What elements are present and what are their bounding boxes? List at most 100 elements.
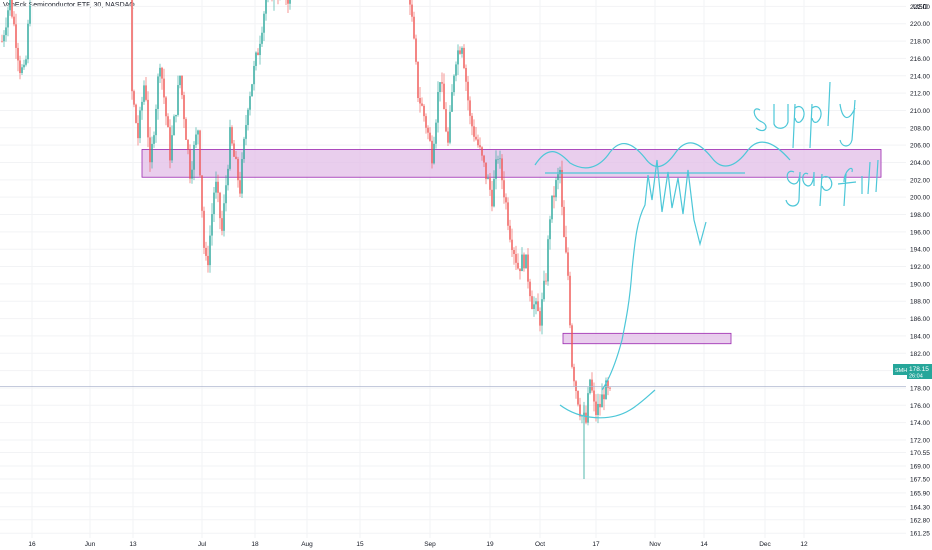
candle-body <box>169 127 171 161</box>
candle-body <box>475 136 477 140</box>
candle-body <box>409 0 411 5</box>
candle-body <box>555 180 557 198</box>
candle-body <box>227 168 229 186</box>
candle-body <box>181 75 183 96</box>
candle-body <box>585 412 587 423</box>
candle-body <box>515 254 517 263</box>
candle-body <box>213 192 215 215</box>
candle-body <box>497 158 499 160</box>
price-tick-label: 186.00 <box>910 316 930 323</box>
candle-body <box>525 254 527 269</box>
candle-body <box>157 76 159 109</box>
candle-body <box>437 92 439 123</box>
price-tick-label: 169.00 <box>910 463 930 470</box>
candle-body <box>199 130 201 176</box>
time-tick-label: Aug <box>301 541 313 548</box>
price-axis[interactable]: 161.25 162.80 164.30 165.90 167.50 169.00 170.… <box>906 0 932 550</box>
candle-body <box>235 156 237 159</box>
candle-body <box>185 119 187 140</box>
candle-body <box>143 85 145 102</box>
candle-body <box>259 43 261 56</box>
candle-body <box>25 59 27 65</box>
price-tick-label: 176.00 <box>910 403 930 410</box>
candle-body <box>477 139 479 146</box>
time-tick-label: Jun <box>85 541 96 548</box>
candle-body <box>183 95 185 120</box>
candle-body <box>457 50 459 65</box>
candle-body <box>245 125 247 139</box>
price-tick-label: 167.50 <box>910 477 930 484</box>
candle-body <box>195 134 197 145</box>
price-tick-label: 214.00 <box>910 73 930 80</box>
candle-body <box>495 159 497 179</box>
candle-body <box>481 147 483 156</box>
candle-body <box>591 379 593 391</box>
candle-body <box>149 137 151 163</box>
candle-body <box>527 254 529 282</box>
candle-body <box>541 299 543 326</box>
time-tick-label: 14 <box>700 541 708 548</box>
candle-body <box>189 149 191 179</box>
candle-body <box>553 195 555 198</box>
candle-body <box>449 111 451 143</box>
price-tick-label: 204.00 <box>910 160 930 167</box>
candle-body <box>551 195 553 220</box>
candle-body <box>27 23 29 60</box>
candle-body <box>609 387 611 389</box>
candle-body <box>451 92 453 112</box>
candle-body <box>205 247 207 256</box>
candle-body <box>165 97 167 117</box>
candle-body <box>587 393 589 423</box>
candle-body <box>577 391 579 405</box>
price-tick-label: 194.00 <box>910 247 930 254</box>
candle-body <box>163 78 165 98</box>
price-tick-label: 161.25 <box>910 531 930 538</box>
price-tick-label: 218.00 <box>910 39 930 46</box>
candle-body <box>237 158 239 181</box>
candle-body <box>499 158 501 160</box>
candle-body <box>287 0 289 4</box>
candle-body <box>479 145 481 148</box>
candle-body <box>575 381 577 392</box>
candle-body <box>171 135 173 161</box>
candle-body <box>135 104 137 123</box>
supply-wave-drawing <box>534 141 791 169</box>
countdown-value: 26:04 <box>909 374 923 380</box>
candle-body <box>567 252 569 276</box>
candle-body <box>531 296 533 310</box>
price-tick-label: 182.00 <box>910 351 930 358</box>
candle-body <box>427 127 429 133</box>
candle-body <box>459 50 461 54</box>
candle-body <box>167 116 169 128</box>
candle-body <box>509 225 511 240</box>
candle-body <box>483 155 485 163</box>
candle-body <box>141 101 143 111</box>
candle-body <box>561 169 563 207</box>
candle-body <box>417 61 419 99</box>
candle-body <box>131 0 133 92</box>
candle-body <box>13 16 15 25</box>
candle-body <box>201 175 203 211</box>
candle-body <box>231 127 233 144</box>
price-tick-label: 188.00 <box>910 299 930 306</box>
candle-body <box>535 301 537 305</box>
candle-body <box>263 13 265 33</box>
price-tick-label: 165.90 <box>910 490 930 497</box>
price-tick-label: 162.80 <box>910 517 930 524</box>
candle-body <box>225 185 227 204</box>
candle-body <box>463 47 465 68</box>
candle-body <box>493 178 495 207</box>
candle-body <box>209 235 211 266</box>
candle-body <box>419 98 421 104</box>
candle-body <box>155 108 157 136</box>
gap-zone <box>562 332 732 345</box>
time-tick-label: Sep <box>424 541 436 548</box>
candle-body <box>233 143 235 157</box>
symbol-label: SMH <box>895 368 907 374</box>
candle-body <box>537 301 539 312</box>
candle-body <box>153 135 155 144</box>
candle-body <box>159 67 161 77</box>
currency-label: USD <box>913 4 928 11</box>
time-axis[interactable]: 16 Jun 13 Jul 18 Aug 15 Sep 19 Oct 17 Nov 14 Dec 12 <box>28 541 808 548</box>
